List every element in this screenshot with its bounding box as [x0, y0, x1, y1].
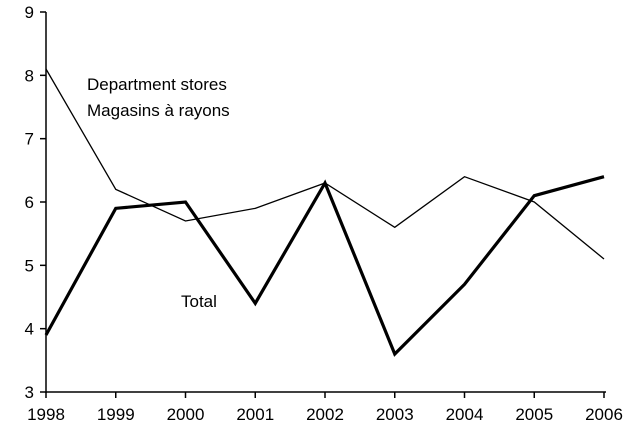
y-ticks: 3 4 5 6 7 8 9 — [25, 3, 46, 402]
x-tick-label: 2001 — [236, 405, 274, 424]
department-stores-label-fr: Magasins à rayons — [87, 101, 230, 120]
x-tick-label: 2006 — [585, 405, 623, 424]
y-tick-label: 4 — [25, 320, 34, 339]
x-tick-label: 1999 — [97, 405, 135, 424]
y-tick-label: 9 — [25, 3, 34, 22]
series-lines — [44, 68, 605, 357]
y-tick-label: 8 — [25, 66, 34, 85]
y-tick-label: 3 — [25, 383, 34, 402]
y-tick-label: 5 — [25, 256, 34, 275]
total-label: Total — [181, 292, 217, 311]
x-ticks: 1998 1999 2000 2001 2002 2003 2004 2005 2006 — [27, 392, 623, 424]
x-tick-label: 2003 — [376, 405, 414, 424]
total-series-line — [44, 175, 605, 357]
department-stores-label-en: Department stores — [87, 75, 227, 94]
x-tick-label: 2004 — [446, 405, 484, 424]
axes — [45, 12, 606, 393]
x-tick-label: 2002 — [306, 405, 344, 424]
x-tick-label: 1998 — [27, 405, 65, 424]
y-tick-label: 6 — [25, 193, 34, 212]
annotations: Department stores Magasins à rayons Tota… — [87, 75, 230, 311]
x-tick-label: 2000 — [167, 405, 205, 424]
y-tick-label: 7 — [25, 130, 34, 149]
department-stores-series-line — [45, 68, 605, 260]
x-tick-label: 2005 — [515, 405, 553, 424]
